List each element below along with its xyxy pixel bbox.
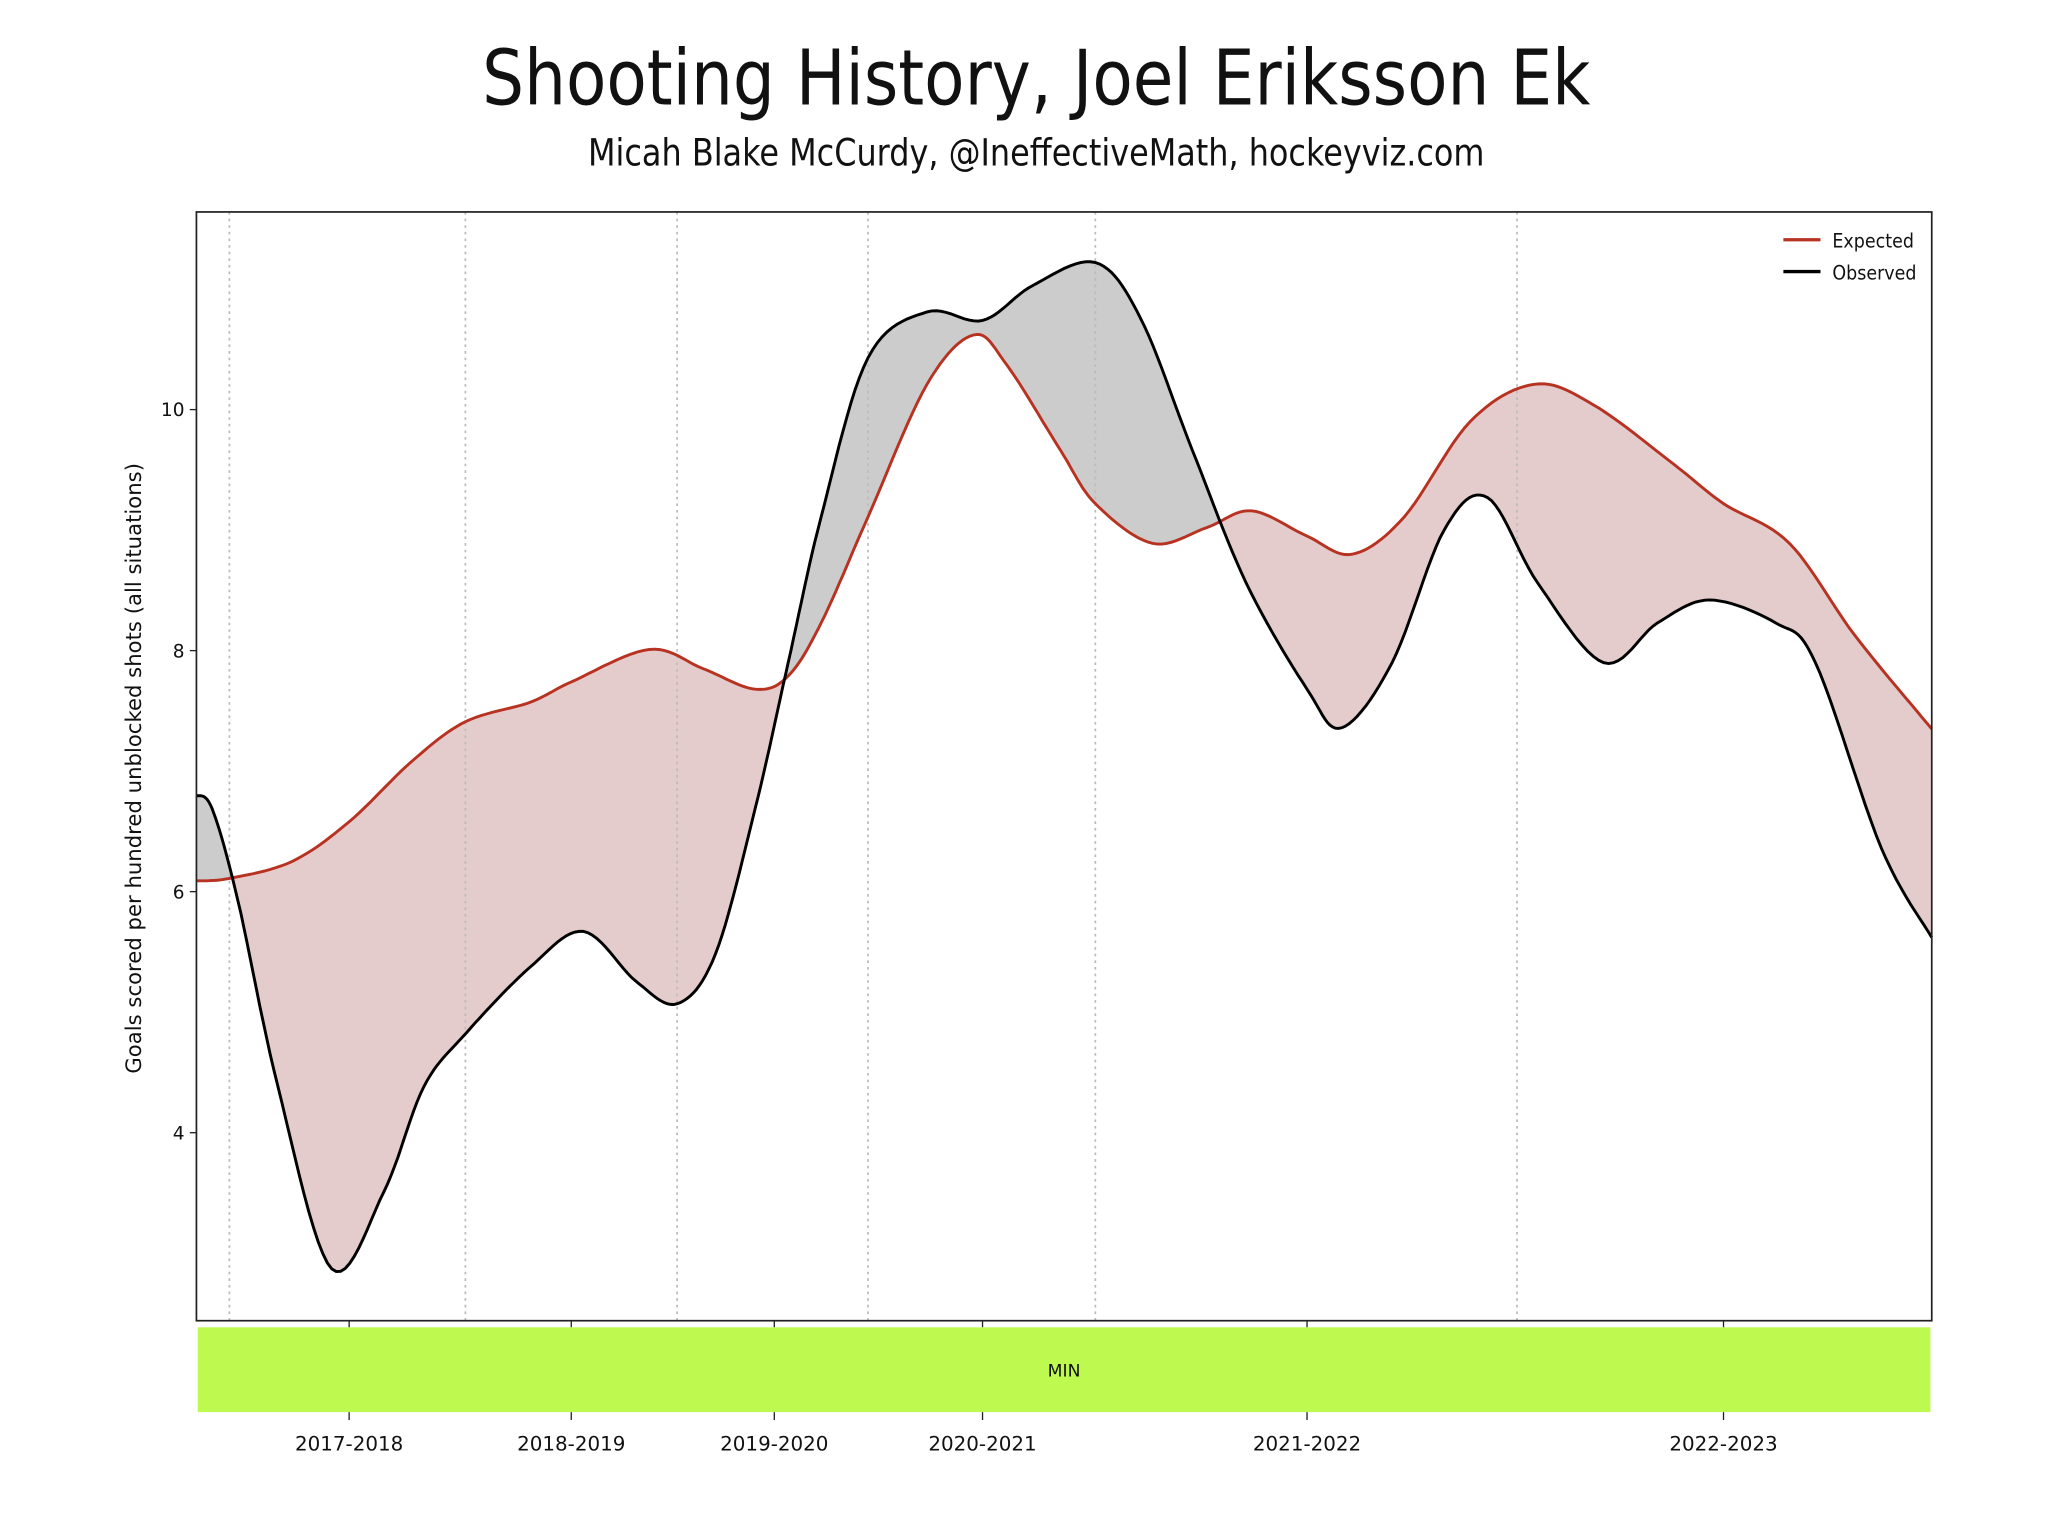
chart-subtitle: Micah Blake McCurdy, @IneffectiveMath, h… bbox=[588, 132, 1484, 175]
x-tick-label: 2017-2018 bbox=[295, 1433, 403, 1456]
y-tick-label: 6 bbox=[173, 882, 185, 903]
y-tick-label: 10 bbox=[161, 400, 185, 421]
fill-expected-above bbox=[196, 334, 1932, 1272]
x-tick-label: 2022-2023 bbox=[1669, 1433, 1777, 1456]
y-tick-label: 4 bbox=[173, 1123, 185, 1144]
plot-frame bbox=[195, 211, 1933, 1322]
plot-area: 4 6 8 10 2017-2018 2018-2019 2019-2020 2020-202… bbox=[161, 211, 1934, 1456]
legend-label-expected: Expected bbox=[1832, 231, 1914, 253]
series-line-expected bbox=[196, 333, 1933, 883]
legend-label-observed: Observed bbox=[1832, 263, 1916, 285]
chart-title: Shooting History, Joel Eriksson Ek bbox=[482, 33, 1591, 123]
y-tick-label: 8 bbox=[173, 641, 185, 662]
y-axis-label: Goals scored per hundred unblocked shots… bbox=[121, 463, 146, 1074]
legend: Expected Observed bbox=[1783, 231, 1916, 285]
series-line-observed bbox=[195, 260, 1934, 1274]
x-tick-label: 2021-2022 bbox=[1253, 1433, 1361, 1456]
team-band bbox=[197, 1327, 1931, 1413]
x-tick-label: 2019-2020 bbox=[720, 1433, 828, 1456]
team-band-label: MIN bbox=[1048, 1361, 1081, 1381]
x-tick-label: 2018-2019 bbox=[517, 1433, 625, 1456]
x-tick-label: 2020-2021 bbox=[928, 1433, 1036, 1456]
